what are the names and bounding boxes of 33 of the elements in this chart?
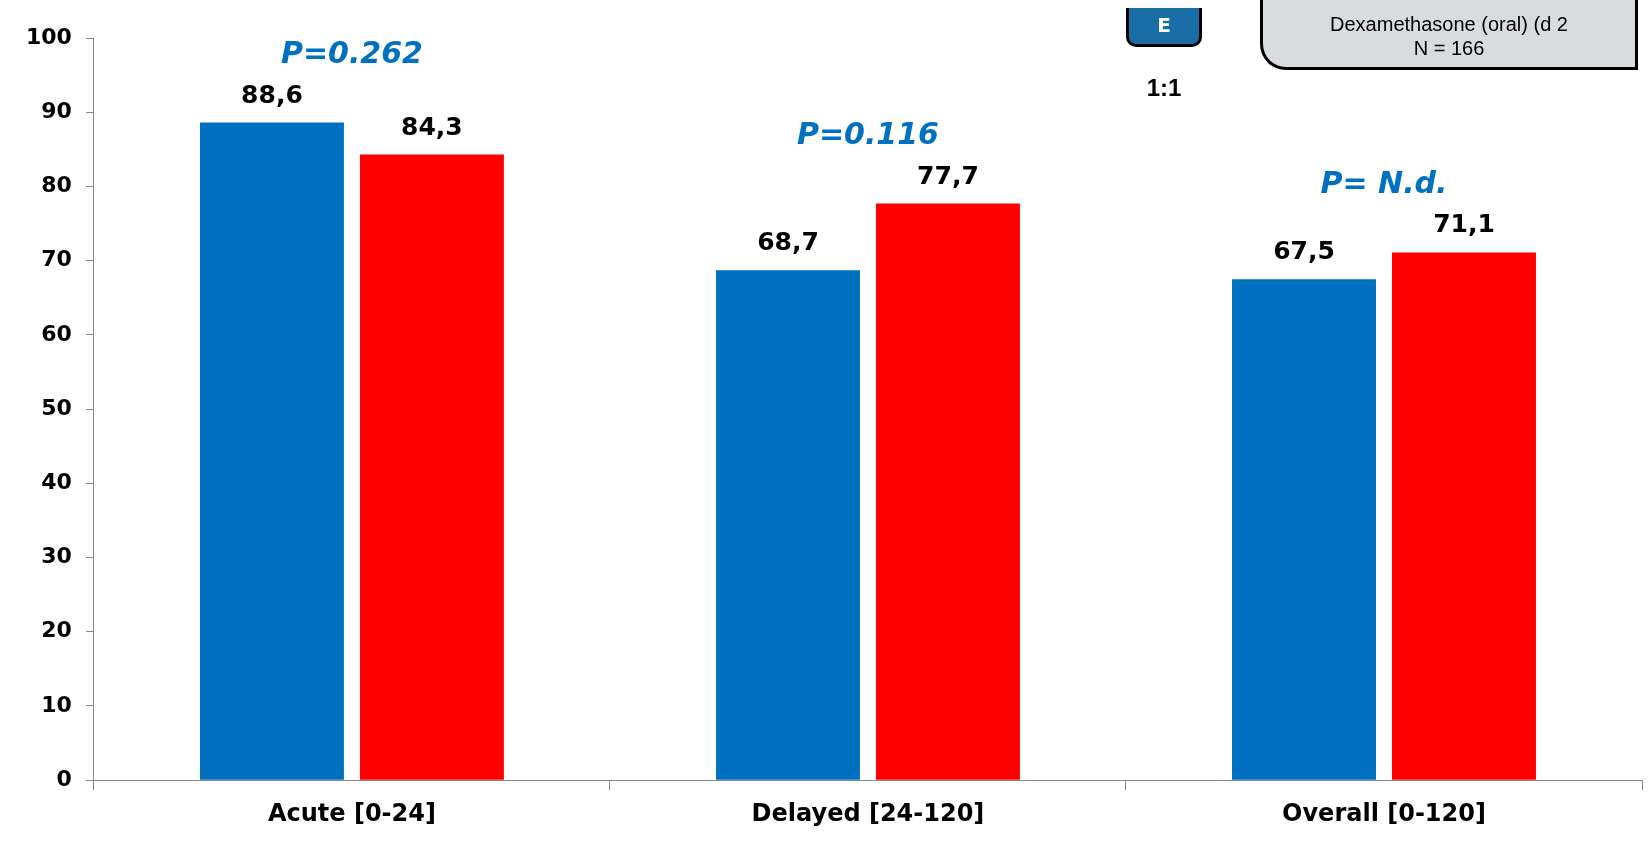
data-label: 88,6 [241, 79, 303, 109]
badge-icon: E [1126, 8, 1202, 47]
data-label: 71,1 [1433, 209, 1495, 239]
annotation: P= N.d. [1320, 165, 1448, 201]
annotation: N = 166 [1412, 36, 1486, 60]
bar [359, 154, 504, 780]
bar [1232, 279, 1376, 780]
y-tick-label: 20 [41, 617, 72, 643]
annotation: P=0.262 [280, 35, 423, 71]
bar [199, 122, 344, 780]
data-label: 84,3 [401, 111, 463, 141]
y-tick-label: 50 [41, 394, 72, 420]
y-tick-label: 80 [41, 172, 72, 198]
y-tick-label: 0 [56, 765, 72, 791]
y-tick-label: 100 [25, 23, 72, 49]
info-box: Dexamethasone (oral) (d 2 N = 166 [1260, 0, 1638, 70]
bar [1391, 252, 1536, 780]
y-tick-label: 30 [41, 543, 72, 569]
data-label: 68,7 [757, 227, 819, 257]
y-tick-label: 90 [41, 97, 72, 123]
y-tick-label: 70 [41, 246, 72, 272]
data-label: 77,7 [917, 160, 979, 190]
x-tick-label: Delayed [24-120] [751, 798, 985, 827]
y-tick-label: 10 [41, 691, 72, 717]
annotation: 1:1 [1145, 74, 1183, 102]
x-tick-label: Acute [0-24] [267, 798, 436, 827]
annotation: P=0.116 [796, 116, 939, 152]
y-tick-label: 60 [41, 320, 72, 346]
data-label: 67,5 [1273, 236, 1335, 266]
bar [715, 270, 860, 780]
bar [875, 203, 1020, 780]
y-tick-label: 40 [41, 469, 72, 495]
x-tick-label: Overall [0-120] [1282, 798, 1486, 827]
